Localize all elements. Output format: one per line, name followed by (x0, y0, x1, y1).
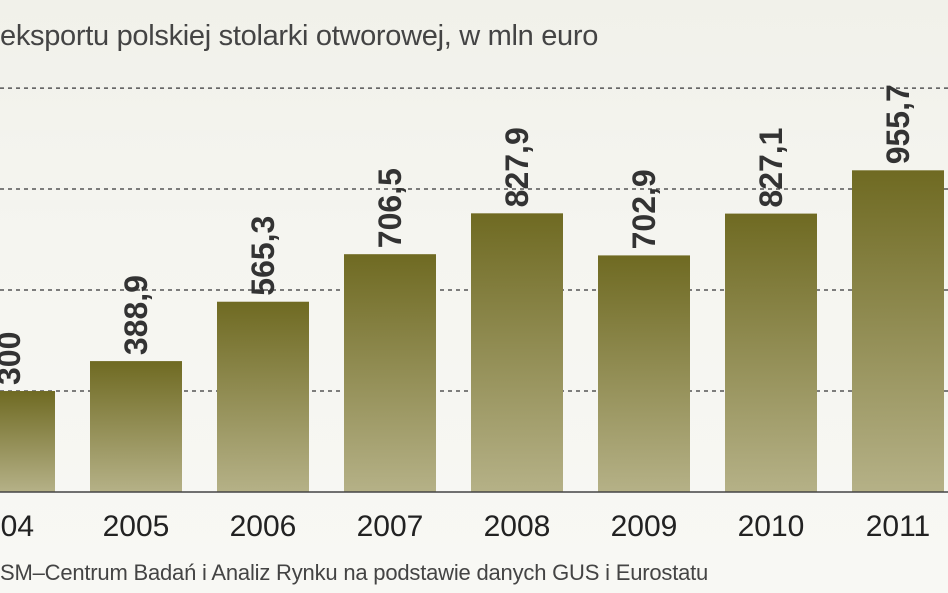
value-labels: 300 388,9 565,3 706,5 827,9 702,9 827,1 955,7 (0, 84, 916, 385)
bar-2008 (471, 213, 563, 492)
value-label-2005: 388,9 (118, 275, 154, 355)
value-label-2009: 702,9 (626, 169, 662, 249)
bar-2006 (217, 301, 309, 492)
bar-2011 (852, 170, 944, 492)
bar-2009 (598, 255, 690, 492)
bar-2010 (725, 213, 817, 492)
category-label-2010: 2010 (738, 510, 805, 543)
bar-2004 (0, 391, 55, 492)
category-label-2011: 2011 (866, 510, 931, 543)
category-label-2005: 2005 (103, 510, 170, 543)
value-label-2010: 827,1 (753, 128, 789, 208)
category-label-2009: 2009 (611, 510, 678, 543)
category-label-2007: 2007 (357, 510, 424, 543)
source-note: SM–Centrum Badań i Analiz Rynku na podst… (0, 560, 709, 585)
value-label-2006: 565,3 (245, 216, 281, 296)
bars (0, 170, 944, 492)
value-label-2007: 706,5 (372, 168, 408, 248)
bar-2005 (90, 361, 182, 492)
value-label-2004: 300 (0, 332, 27, 385)
category-labels: 004 2005 2006 2007 2008 2009 2010 2011 (0, 510, 930, 543)
chart-title: eksportu polskiej stolarki otworowej, w … (0, 20, 599, 52)
category-label-2006: 2006 (230, 510, 297, 543)
category-label-2008: 2008 (484, 510, 551, 543)
value-label-2008: 827,9 (499, 127, 535, 207)
value-label-2011: 955,7 (880, 84, 916, 164)
bar-2007 (344, 254, 436, 492)
category-label-2004: 004 (0, 510, 34, 543)
